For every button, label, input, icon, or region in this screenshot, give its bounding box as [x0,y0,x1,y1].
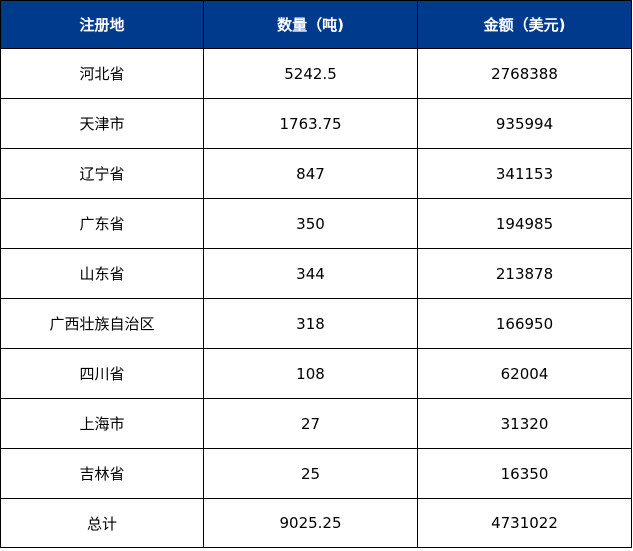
cell-region: 广东省 [0,198,204,249]
cell-region: 四川省 [0,348,204,399]
cell-region: 上海市 [0,398,204,449]
cell-amount: 31320 [417,398,632,449]
cell-total-quantity: 9025.25 [203,498,418,548]
cell-region: 山东省 [0,248,204,299]
cell-quantity: 27 [203,398,418,449]
table-row: 河北省 5242.5 2768388 [0,48,632,99]
cell-amount: 62004 [417,348,632,399]
cell-amount: 194985 [417,198,632,249]
cell-region: 广西壮族自治区 [0,298,204,349]
cell-amount: 213878 [417,248,632,299]
table-row: 山东省 344 213878 [0,248,632,299]
header-quantity: 数量（吨) [203,0,418,49]
total-row: 总计 9025.25 4731022 [0,498,632,548]
cell-amount: 341153 [417,148,632,199]
table-row: 四川省 108 62004 [0,348,632,399]
cell-region: 吉林省 [0,448,204,499]
cell-total-label: 总计 [0,498,204,548]
cell-region: 河北省 [0,48,204,99]
header-amount: 金额（美元) [417,0,632,49]
table-row: 吉林省 25 16350 [0,448,632,499]
table-header: 注册地 数量（吨) 金额（美元) [0,0,632,49]
cell-amount: 166950 [417,298,632,349]
table-row: 辽宁省 847 341153 [0,148,632,199]
cell-quantity: 318 [203,298,418,349]
cell-quantity: 25 [203,448,418,499]
table-body: 河北省 5242.5 2768388 天津市 1763.75 935994 辽宁… [0,48,632,548]
cell-total-amount: 4731022 [417,498,632,548]
cell-quantity: 847 [203,148,418,199]
table-row: 广东省 350 194985 [0,198,632,249]
cell-amount: 16350 [417,448,632,499]
cell-quantity: 1763.75 [203,98,418,149]
table-row: 上海市 27 31320 [0,398,632,449]
cell-amount: 2768388 [417,48,632,99]
cell-amount: 935994 [417,98,632,149]
table-row: 天津市 1763.75 935994 [0,98,632,149]
table-row: 广西壮族自治区 318 166950 [0,298,632,349]
cell-region: 天津市 [0,98,204,149]
header-region: 注册地 [0,0,204,49]
cell-quantity: 5242.5 [203,48,418,99]
header-row: 注册地 数量（吨) 金额（美元) [0,0,632,49]
cell-quantity: 350 [203,198,418,249]
cell-quantity: 344 [203,248,418,299]
cell-region: 辽宁省 [0,148,204,199]
cell-quantity: 108 [203,348,418,399]
